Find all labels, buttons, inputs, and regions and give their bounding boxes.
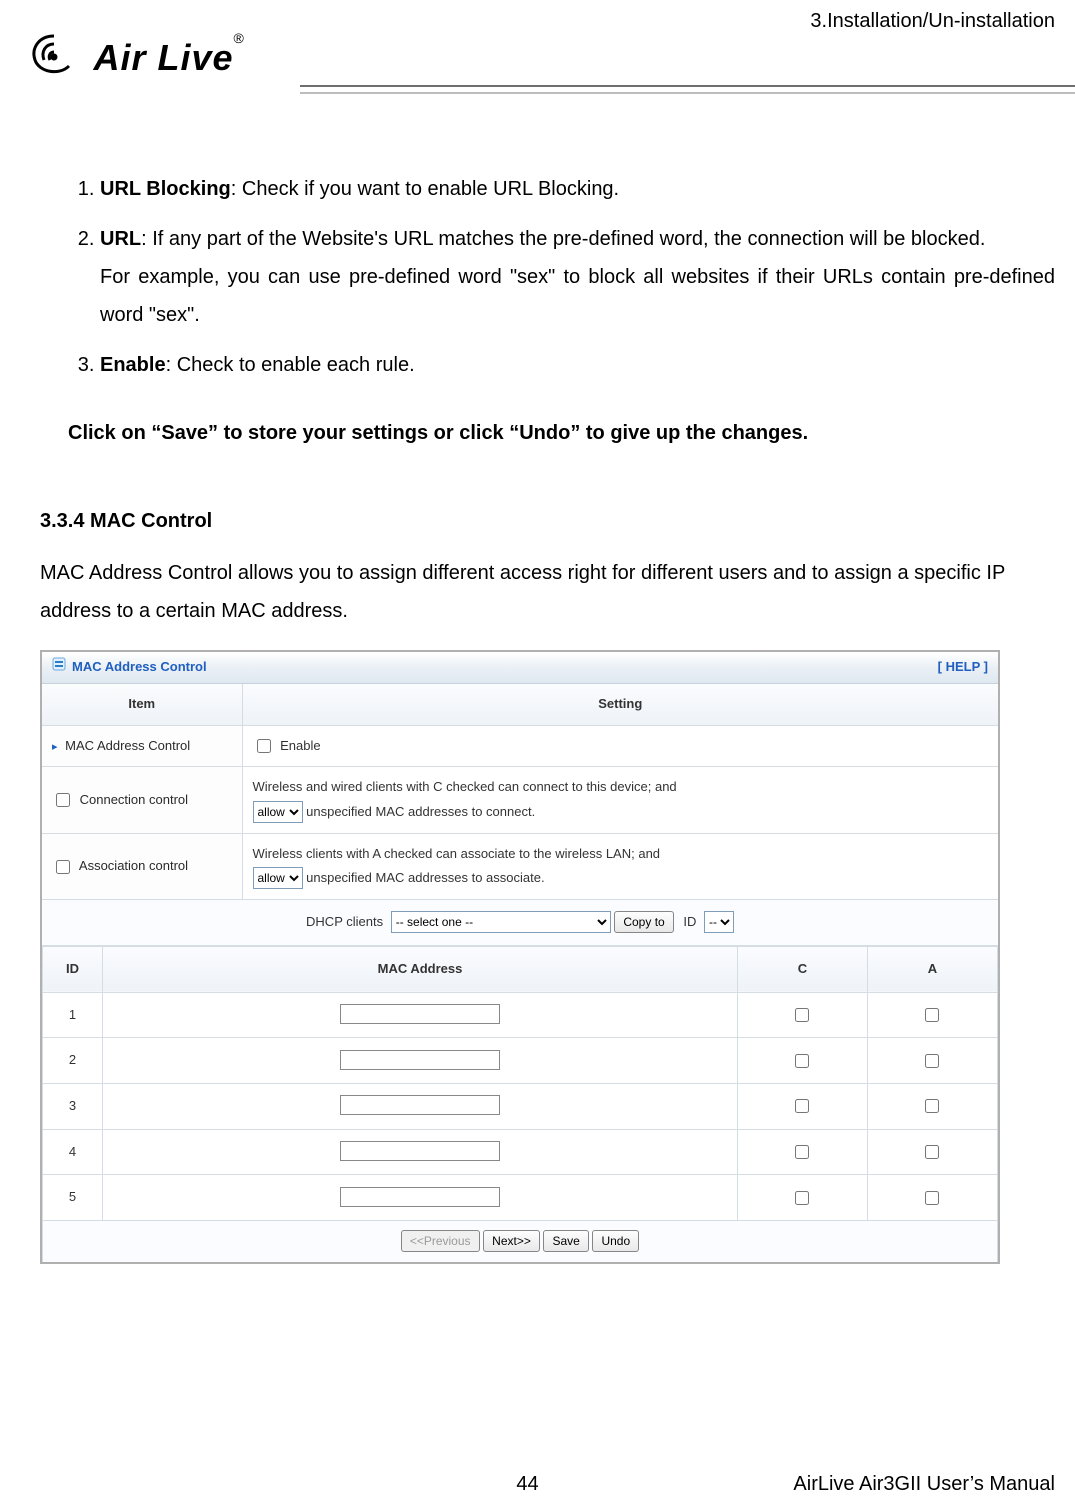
conn-text2: unspecified MAC addresses to connect. (306, 804, 535, 819)
table-row: 3 (43, 1083, 998, 1129)
term-desc: : If any part of the Website's URL match… (141, 228, 985, 250)
save-button[interactable]: Save (543, 1230, 588, 1252)
term: URL Blocking (100, 178, 231, 200)
page-root: 3.Installation/Un-installation Air Live®… (0, 0, 1075, 1489)
a-checkbox[interactable] (925, 1054, 939, 1068)
next-button[interactable]: Next>> (483, 1230, 540, 1252)
logo-swirl-icon (25, 30, 83, 85)
mac-address-table: ID MAC Address C A 1 2 (42, 946, 998, 1262)
a-checkbox[interactable] (925, 1191, 939, 1205)
row-id: 1 (43, 992, 103, 1038)
c-checkbox[interactable] (795, 1054, 809, 1068)
section-paragraph: MAC Address Control allows you to assign… (40, 554, 1055, 630)
conn-text1: Wireless and wired clients with C checke… (253, 779, 677, 794)
row-id: 5 (43, 1175, 103, 1221)
settings-table: Item Setting ▸ MAC Address Control Enabl… (42, 684, 998, 946)
dhcp-clients-select[interactable]: -- select one -- (391, 911, 611, 933)
table-row: 1 (43, 992, 998, 1038)
id-select[interactable]: -- (704, 911, 734, 933)
mac-input[interactable] (340, 1050, 500, 1070)
enable-mac-control-checkbox[interactable] (257, 739, 271, 753)
term-desc: : Check if you want to enable URL Blocki… (231, 178, 619, 200)
enable-label: Enable (280, 738, 320, 753)
row-label: Connection control (80, 792, 188, 807)
c-checkbox[interactable] (795, 1008, 809, 1022)
list-item: Enable: Check to enable each rule. (100, 346, 1055, 384)
col-id: ID (43, 946, 103, 992)
logo-text: Air Live (93, 37, 233, 79)
mac-control-panel: MAC Address Control [ HELP ] Item Settin… (40, 650, 1000, 1264)
term-desc: : Check to enable each rule. (166, 354, 415, 376)
col-c: C (738, 946, 868, 992)
col-setting: Setting (242, 684, 998, 725)
section-heading: 3.3.4 MAC Control (40, 502, 1055, 540)
panel-title: MAC Address Control (72, 655, 207, 680)
dhcp-label: DHCP clients (306, 914, 383, 929)
logo: Air Live® (25, 30, 244, 85)
page-number: 44 (516, 1473, 538, 1496)
row-label: MAC Address Control (65, 738, 190, 753)
connection-control-checkbox[interactable] (56, 793, 70, 807)
arrow-marker-icon: ▸ (52, 741, 58, 753)
a-checkbox[interactable] (925, 1008, 939, 1022)
undo-button[interactable]: Undo (592, 1230, 639, 1252)
term: Enable (100, 354, 166, 376)
assoc-allow-select[interactable]: allow (253, 867, 303, 889)
row-dhcp-clients: DHCP clients -- select one -- Copy to ID… (42, 900, 998, 946)
row-id: 2 (43, 1038, 103, 1084)
c-checkbox[interactable] (795, 1145, 809, 1159)
pager-row: <<Previous Next>> Save Undo (43, 1220, 998, 1261)
assoc-text2: unspecified MAC addresses to associate. (306, 870, 544, 885)
a-checkbox[interactable] (925, 1145, 939, 1159)
help-link[interactable]: [ HELP ] (938, 655, 988, 680)
term-subdesc: For example, you can use pre-defined wor… (100, 258, 1055, 334)
id-label: ID (683, 914, 696, 929)
header-section-path: 3.Installation/Un-installation (810, 10, 1055, 33)
row-id: 3 (43, 1083, 103, 1129)
list-item: URL Blocking: Check if you want to enabl… (100, 170, 1055, 208)
term: URL (100, 228, 141, 250)
table-row: 4 (43, 1129, 998, 1175)
save-note: Click on “Save” to store your settings o… (68, 414, 1055, 452)
logo-reg-mark: ® (234, 30, 244, 46)
row-id: 4 (43, 1129, 103, 1175)
table-row: 5 (43, 1175, 998, 1221)
previous-button[interactable]: <<Previous (401, 1230, 480, 1252)
numbered-list: URL Blocking: Check if you want to enabl… (60, 170, 1055, 384)
panel-icon (52, 655, 66, 680)
association-control-checkbox[interactable] (56, 860, 70, 874)
mac-input[interactable] (340, 1187, 500, 1207)
col-a: A (868, 946, 998, 992)
manual-title: AirLive Air3GII User’s Manual (793, 1473, 1055, 1496)
c-checkbox[interactable] (795, 1191, 809, 1205)
row-association-control: Association control Wireless clients wit… (42, 833, 998, 899)
mac-input[interactable] (340, 1095, 500, 1115)
row-label: Association control (79, 858, 188, 873)
mac-input[interactable] (340, 1141, 500, 1161)
c-checkbox[interactable] (795, 1099, 809, 1113)
mac-input[interactable] (340, 1004, 500, 1024)
col-item: Item (42, 684, 242, 725)
header-divider (300, 80, 1075, 100)
panel-header: MAC Address Control [ HELP ] (42, 652, 998, 684)
copy-to-button[interactable]: Copy to (614, 911, 673, 933)
list-item: URL: If any part of the Website's URL ma… (100, 220, 1055, 334)
conn-allow-select[interactable]: allow (253, 801, 303, 823)
row-connection-control: Connection control Wireless and wired cl… (42, 767, 998, 833)
table-row: 2 (43, 1038, 998, 1084)
assoc-text1: Wireless clients with A checked can asso… (253, 846, 661, 861)
col-mac: MAC Address (103, 946, 738, 992)
row-mac-address-control: ▸ MAC Address Control Enable (42, 725, 998, 767)
body-content: URL Blocking: Check if you want to enabl… (60, 170, 1055, 1264)
a-checkbox[interactable] (925, 1099, 939, 1113)
